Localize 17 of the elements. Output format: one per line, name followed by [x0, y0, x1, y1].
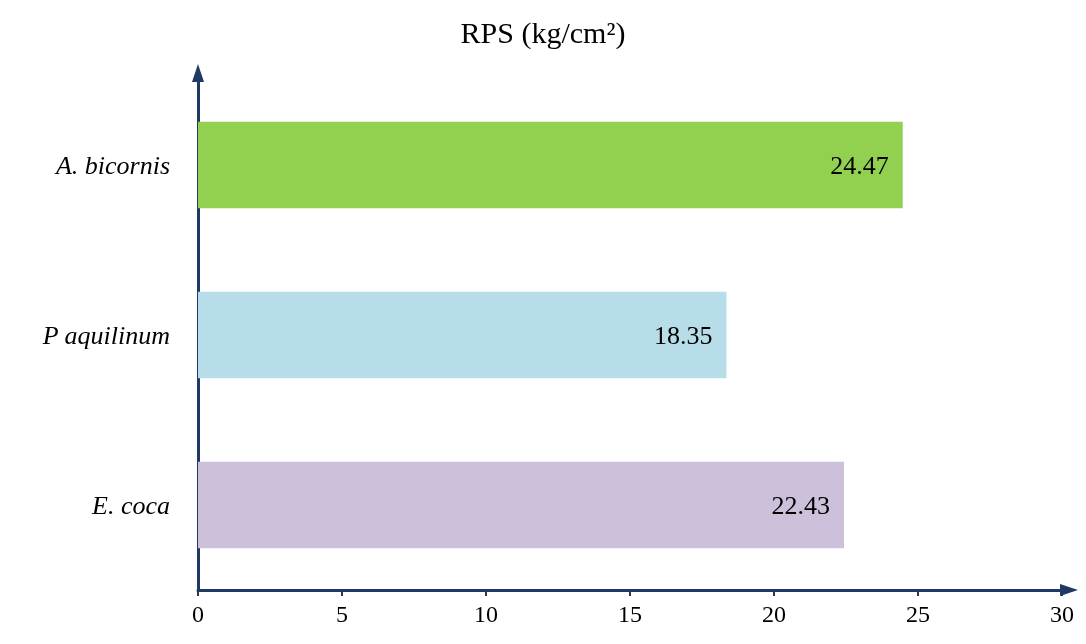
chart-title: RPS (kg/cm²) — [460, 15, 626, 50]
x-tick-label: 0 — [192, 601, 204, 627]
data-label: 24.47 — [830, 150, 889, 180]
x-tick-label: 25 — [906, 601, 930, 627]
data-label: 22.43 — [771, 490, 830, 520]
data-label: 18.35 — [653, 320, 713, 350]
x-tick-label: 30 — [1050, 601, 1074, 627]
y-tick-label: A. bicornis — [53, 150, 170, 180]
x-tick-label: 20 — [762, 601, 786, 627]
x-tick-label: 10 — [474, 601, 498, 627]
y-tick-label: P aquilinum — [41, 320, 170, 350]
bar — [198, 121, 903, 209]
y-tick-label: E. coca — [91, 490, 170, 520]
x-tick-label: 15 — [618, 601, 642, 627]
bar — [198, 291, 727, 379]
bar — [198, 461, 844, 549]
x-tick-label: 5 — [336, 601, 348, 627]
